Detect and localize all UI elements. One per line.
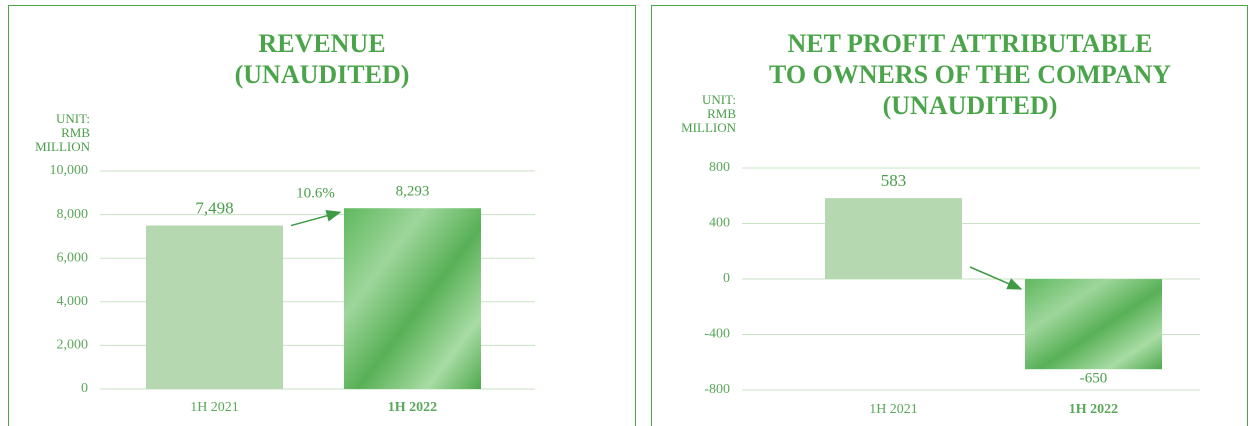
y-tick-label: 10,000 (50, 163, 89, 178)
y-tick-label: 4,000 (57, 294, 89, 309)
bar (146, 225, 283, 389)
x-tick-label: 1H 2021 (869, 402, 918, 417)
chart-title: REVENUE (258, 29, 385, 58)
unit-label: MILLION (681, 120, 736, 135)
trend-arrow (290, 209, 342, 227)
value-label: -650 (1080, 371, 1108, 387)
x-tick-label: 1H 2021 (190, 400, 239, 415)
unit-label: MILLION (35, 139, 90, 154)
bar (1025, 279, 1162, 370)
bar (344, 208, 481, 389)
unit-label: UNIT: (56, 111, 90, 126)
y-tick-label: 6,000 (57, 250, 89, 265)
trend-arrow (969, 266, 1023, 290)
x-tick-label: 1H 2022 (1069, 402, 1118, 417)
y-tick-label: 0 (723, 271, 730, 286)
panel-border (8, 5, 636, 426)
unit-label: UNIT: (702, 92, 736, 107)
chart-title: NET PROFIT ATTRIBUTABLE (787, 29, 1152, 58)
unit-label: RMB (707, 106, 736, 121)
value-label: 8,293 (396, 184, 430, 200)
x-tick-label: 1H 2022 (388, 400, 437, 415)
y-tick-label: 2,000 (57, 338, 89, 353)
chart-title: TO OWNERS OF THE COMPANY (769, 60, 1171, 89)
y-tick-label: 0 (81, 381, 88, 396)
y-tick-label: 400 (709, 216, 730, 231)
y-tick-label: -800 (704, 382, 730, 397)
unit-label: RMB (61, 125, 90, 140)
y-tick-label: -400 (704, 327, 730, 342)
value-label: 7,498 (195, 198, 233, 217)
y-tick-label: 8,000 (57, 207, 89, 222)
bar (825, 198, 962, 279)
change-annotation: 10.6% (296, 186, 335, 202)
chart-title: (UNAUDITED) (883, 91, 1058, 120)
chart-title: (UNAUDITED) (235, 60, 410, 89)
panel-border (651, 5, 1248, 426)
value-label: 583 (881, 171, 907, 190)
y-tick-label: 800 (709, 160, 730, 175)
